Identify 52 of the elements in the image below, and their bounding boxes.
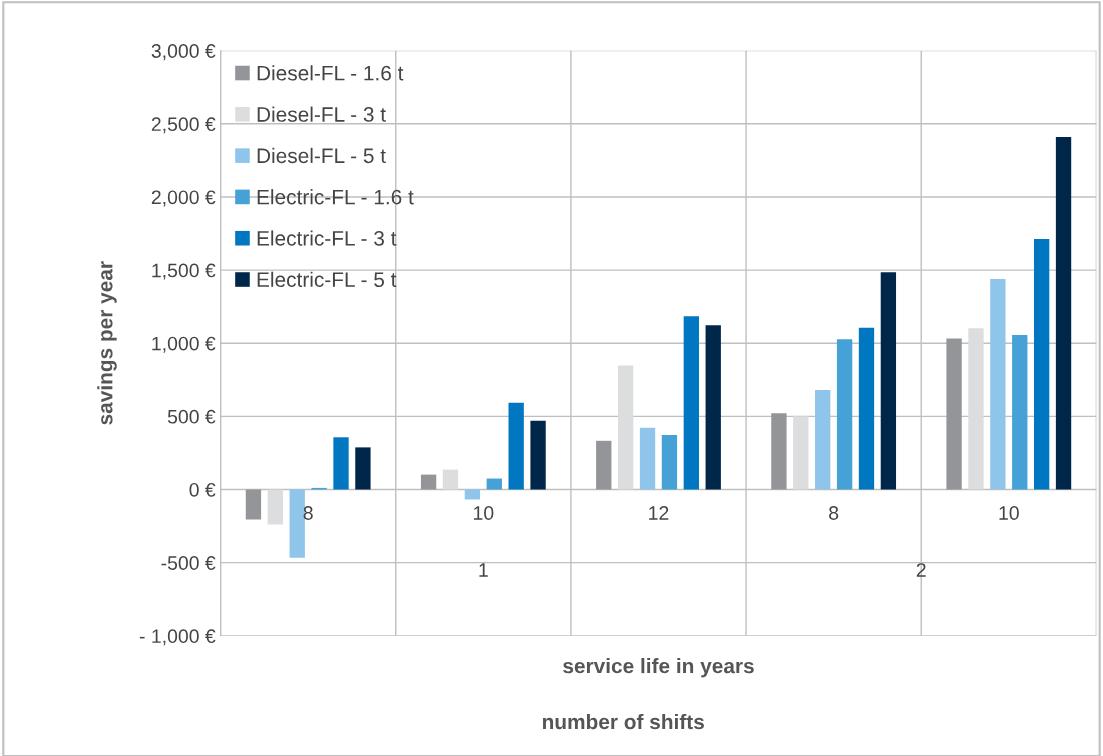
y-tick-label: 2,500 € bbox=[151, 117, 216, 134]
y-tick-label: - 1,000 € bbox=[139, 629, 216, 646]
legend-label: Electric-FL - 1.6 t bbox=[257, 189, 414, 205]
y-tick-label: 0 € bbox=[189, 482, 216, 497]
y-axis-title: savings per year bbox=[97, 261, 117, 425]
bar bbox=[596, 440, 612, 490]
y-tick-label: -500 € bbox=[161, 556, 216, 570]
bar bbox=[617, 365, 634, 490]
bar bbox=[267, 489, 283, 525]
legend-label: Diesel-FL - 5 t bbox=[257, 147, 386, 164]
y-tick-label: 500 € bbox=[167, 409, 216, 424]
bar bbox=[442, 469, 459, 490]
legend-label: Diesel-FL - 3 t bbox=[257, 106, 386, 122]
bar bbox=[990, 279, 1006, 490]
x-tick-label: 10 bbox=[999, 506, 1019, 520]
x-tick-label: 10 bbox=[474, 506, 494, 520]
bar bbox=[486, 478, 502, 490]
bar bbox=[420, 474, 437, 490]
bar bbox=[245, 489, 262, 520]
bar bbox=[639, 427, 656, 490]
bar bbox=[683, 316, 699, 490]
bar bbox=[705, 325, 721, 490]
bar bbox=[289, 489, 305, 558]
bar bbox=[1033, 239, 1050, 490]
bar bbox=[793, 416, 809, 490]
x-tick-label: 8 bbox=[829, 506, 839, 520]
y-tick-label: 2,000 € bbox=[151, 190, 216, 207]
y-tick-label: 1,500 € bbox=[152, 263, 216, 280]
bar bbox=[968, 328, 984, 490]
y-tick-label: 1,000 € bbox=[152, 336, 216, 353]
bar bbox=[333, 437, 349, 490]
bar bbox=[946, 338, 962, 490]
annotation: 1 bbox=[479, 563, 488, 577]
x-axis-title: service life in years bbox=[563, 658, 754, 678]
bar bbox=[1012, 335, 1028, 490]
text: number of shifts bbox=[542, 713, 704, 730]
bar bbox=[661, 435, 678, 490]
legend-label: Electric-FL - 5 t bbox=[257, 271, 397, 288]
bar bbox=[771, 413, 787, 490]
bar bbox=[530, 420, 546, 490]
x-tick-label: 12 bbox=[649, 506, 669, 520]
bar bbox=[815, 389, 831, 490]
bar bbox=[355, 447, 371, 490]
annotation: 2 bbox=[916, 563, 926, 577]
legend-label: Electric-FL - 3 t bbox=[257, 230, 397, 246]
bar bbox=[858, 327, 875, 490]
bar bbox=[1055, 136, 1072, 490]
bar bbox=[880, 272, 897, 490]
bar bbox=[508, 402, 524, 490]
y-tick-label: 3,000 € bbox=[151, 44, 216, 61]
bar bbox=[836, 339, 853, 490]
legend-label: Diesel-FL - 1.6 t bbox=[257, 65, 404, 81]
